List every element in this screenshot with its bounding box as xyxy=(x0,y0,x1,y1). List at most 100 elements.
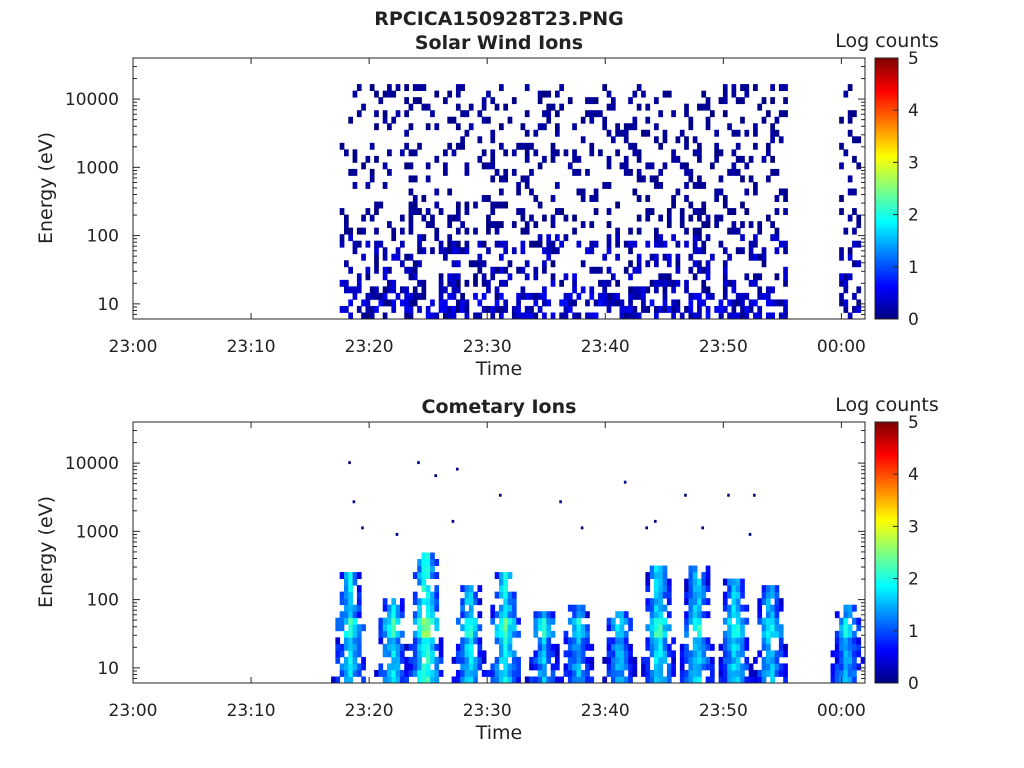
heatmap-cell xyxy=(425,552,431,560)
heatmap-cell xyxy=(666,305,672,313)
heatmap-cell xyxy=(722,669,728,677)
heatmap-cell xyxy=(744,162,750,170)
heatmap-cell xyxy=(757,273,763,281)
heatmap-cell xyxy=(412,292,418,300)
heatmap-cell xyxy=(679,676,685,684)
heatmap-cell xyxy=(511,591,517,599)
heatmap-cell xyxy=(688,656,694,664)
heatmap-cell xyxy=(477,585,483,593)
heatmap-cell xyxy=(658,611,664,619)
heatmap-cell xyxy=(770,97,775,105)
heatmap-cell xyxy=(662,286,668,294)
heatmap-cell xyxy=(692,663,698,671)
heatmap-cell xyxy=(606,155,612,163)
heatmap-cell xyxy=(731,604,737,612)
colorbar-segment xyxy=(875,155,898,159)
heatmap-cell xyxy=(662,299,668,307)
heatmap-cell xyxy=(352,656,358,664)
heatmap-cell xyxy=(335,617,341,625)
heatmap-cell xyxy=(395,650,401,658)
colorbar-segment xyxy=(875,426,898,430)
y-tick-label: 10000 xyxy=(65,90,119,110)
colorbar-segment xyxy=(875,175,898,179)
heatmap-cell xyxy=(343,630,349,638)
heatmap-cell xyxy=(744,617,750,625)
heatmap-cell xyxy=(722,292,728,300)
heatmap-cell xyxy=(593,97,599,105)
heatmap-cell xyxy=(684,181,689,189)
colorbar-segment xyxy=(875,491,898,495)
heatmap-cell xyxy=(503,650,509,658)
heatmap-cell xyxy=(610,273,616,281)
heatmap-cell xyxy=(365,155,371,163)
heatmap-cell xyxy=(722,201,728,209)
colorbar-segment xyxy=(875,181,898,185)
heatmap-cell xyxy=(520,247,526,255)
heatmap-cell xyxy=(443,299,448,307)
heatmap-cell xyxy=(847,110,853,118)
heatmap-cell xyxy=(460,650,465,658)
heatmap-cell xyxy=(714,155,719,163)
heatmap-cell xyxy=(839,279,844,287)
heatmap-cell xyxy=(735,227,741,235)
heatmap-cell xyxy=(684,227,689,235)
heatmap-cell xyxy=(559,676,564,684)
heatmap-cell xyxy=(374,201,379,209)
heatmap-cell xyxy=(438,656,444,664)
heatmap-cell xyxy=(856,663,862,671)
colorbar-segment xyxy=(875,578,898,582)
heatmap-cell xyxy=(718,663,724,671)
heatmap-cell xyxy=(856,286,862,294)
heatmap-cell xyxy=(722,643,728,651)
heatmap-cell xyxy=(610,637,616,645)
heatmap-cell xyxy=(421,624,427,632)
heatmap-cell xyxy=(684,286,689,294)
heatmap-cell xyxy=(425,565,431,573)
heatmap-cell xyxy=(636,214,642,222)
heatmap-cell xyxy=(761,253,767,261)
heatmap-cell xyxy=(473,273,478,281)
heatmap-cell xyxy=(847,669,853,677)
heatmap-cell xyxy=(619,624,625,632)
heatmap-cell xyxy=(567,305,573,313)
heatmap-cell xyxy=(765,214,771,222)
heatmap-cell xyxy=(701,286,707,294)
heatmap-cell xyxy=(352,663,358,671)
heatmap-cell xyxy=(455,84,461,92)
colorbar-segment xyxy=(875,88,898,92)
heatmap-cell xyxy=(503,585,509,593)
heatmap-cell xyxy=(421,643,427,651)
heatmap-cell xyxy=(602,656,608,664)
heatmap-cell xyxy=(628,676,633,684)
heatmap-cell xyxy=(701,585,707,593)
heatmap-cell xyxy=(520,123,526,131)
heatmap-cell xyxy=(740,175,745,183)
heatmap-cell xyxy=(447,116,453,124)
heatmap-cell xyxy=(679,650,685,658)
solar-wind-axes: 23:00 23:10 23:20 23:30 23:40 23:50 00:0010100… xyxy=(65,57,866,357)
heatmap-cell xyxy=(374,208,379,216)
heatmap-cell xyxy=(778,637,784,645)
heatmap-cell xyxy=(628,617,633,625)
heatmap-cell xyxy=(718,656,724,664)
heatmap-cell xyxy=(671,149,676,157)
colorbar-segment xyxy=(875,667,898,671)
heatmap-cell xyxy=(598,299,603,307)
heatmap-cell xyxy=(722,663,728,671)
heatmap-cell xyxy=(438,247,444,255)
heatmap-cell xyxy=(576,604,582,612)
heatmap-cell xyxy=(731,90,737,98)
heatmap-cell xyxy=(399,643,405,651)
heatmap-cell xyxy=(658,591,664,599)
heatmap-cell xyxy=(494,103,500,111)
colorbar-segment xyxy=(875,567,898,571)
heatmap-cell xyxy=(778,598,784,606)
heatmap-cell xyxy=(589,221,595,229)
heatmap-cell xyxy=(662,279,668,287)
heatmap-cell xyxy=(391,656,397,664)
heatmap-cell xyxy=(610,299,616,307)
heatmap-cell xyxy=(761,598,767,606)
colorbar-segment xyxy=(875,142,898,146)
heatmap-cell xyxy=(697,630,702,638)
x-tick-label: 00:00 xyxy=(817,337,866,357)
